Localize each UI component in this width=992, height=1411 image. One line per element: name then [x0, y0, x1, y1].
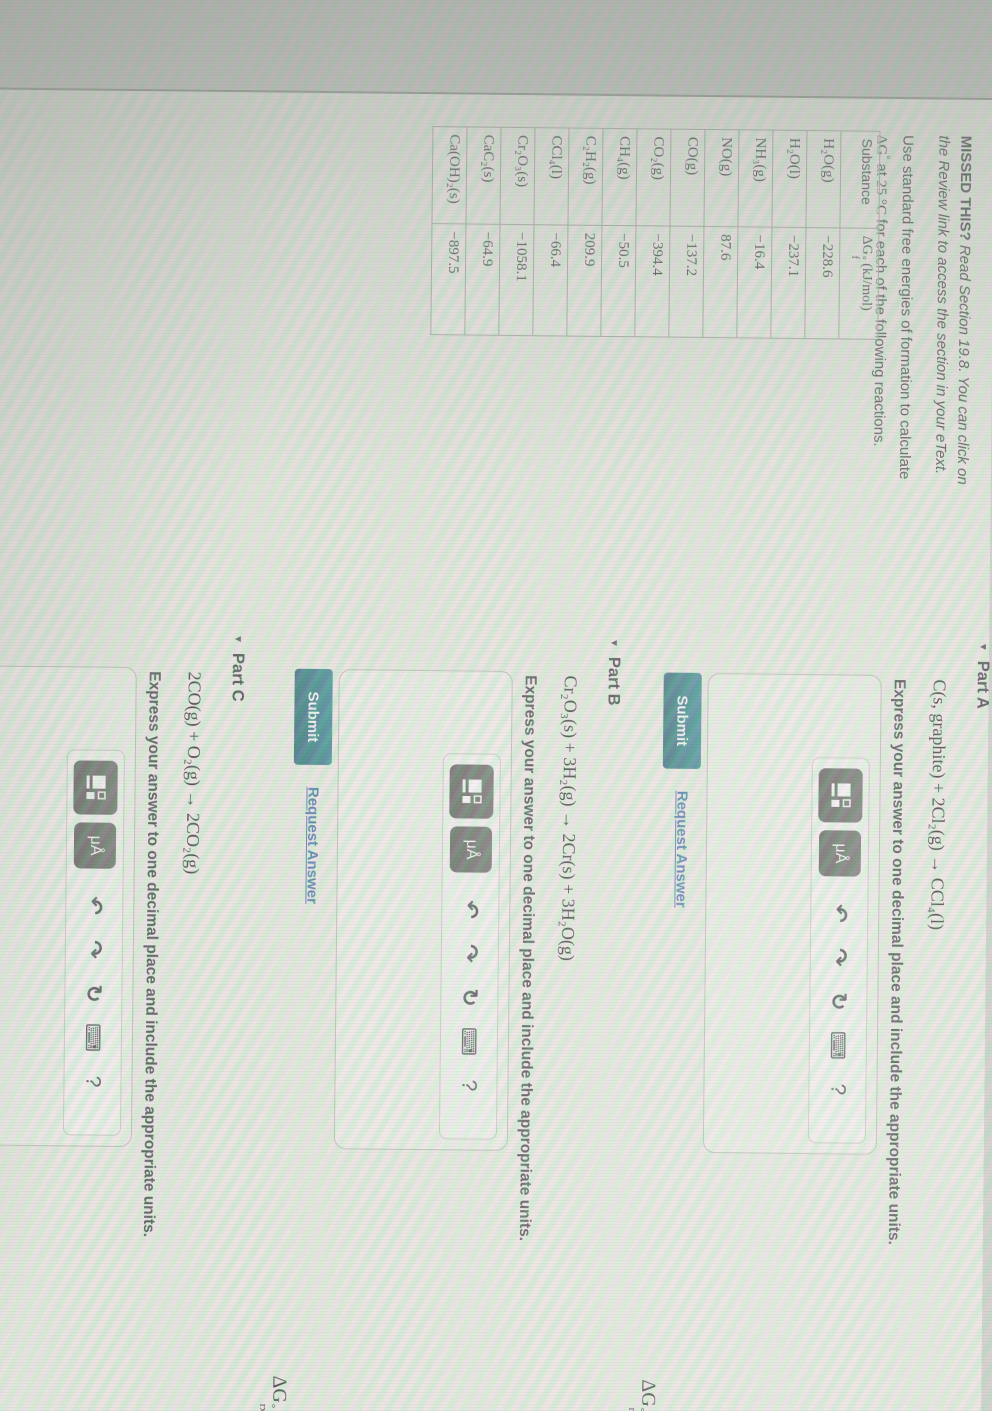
table-row: CO(g) −137.2: [668, 129, 705, 338]
part-a-header[interactable]: ▼ Part A: [972, 642, 992, 709]
table-row: Ca(OH)₂(s) −897.5: [430, 126, 467, 335]
part-label: Part C: [228, 652, 247, 702]
part-c-header[interactable]: ▼ Part C: [227, 634, 247, 702]
answer-module: μÅ ↶ ↷ ↻ ⌨ ? ΔG°rxn = Value Units .: [0, 665, 137, 1148]
instruction-line1: Use standard free energies of formation …: [895, 134, 917, 480]
table-row: Cr₂O₃(s) −1058.1: [498, 127, 535, 336]
answer-toolbar: μÅ ↶ ↷ ↻ ⌨ ?: [62, 749, 125, 1136]
part-label: Part A: [973, 660, 992, 709]
missed-this-paragraph: MISSED THIS? Read Section 19.8. You can …: [928, 135, 977, 605]
undo-icon[interactable]: ↶: [458, 900, 484, 919]
table-row: NO(g) 87.6: [702, 129, 739, 338]
units-button[interactable]: μÅ: [73, 822, 117, 869]
collapse-triangle-icon[interactable]: ▼: [232, 634, 244, 645]
redo-icon[interactable]: ↷: [457, 944, 483, 963]
answer-toolbar: μÅ ↶ ↷ ↻ ⌨ ?: [438, 753, 501, 1140]
collapse-triangle-icon[interactable]: ▼: [608, 637, 620, 648]
table-row: CO₂(g) −394.4: [634, 128, 671, 338]
keyboard-icon[interactable]: ⌨: [826, 1030, 849, 1060]
reaction-equation: 2CO(g) + O₂(g) → 2CO₂(g): [182, 671, 205, 875]
reaction-equation: Cr₂O₃(s) + 3H₂(g) → 2Cr(s) + 3H₂O(g): [557, 675, 581, 962]
answer-row: ΔG°rxn = Value Units .: [615, 1379, 669, 1411]
table-row: H₂O(l) −237.1: [770, 130, 807, 339]
math-templates-button[interactable]: [73, 760, 118, 815]
missed-this-text-line2: the Review link to access the section in…: [931, 135, 953, 475]
reset-icon[interactable]: ↻: [826, 992, 852, 1011]
submit-button[interactable]: Submit: [662, 672, 702, 769]
reset-icon[interactable]: ↻: [81, 984, 107, 1003]
math-templates-icon: [831, 783, 851, 808]
answer-module: μÅ ↶ ↷ ↻ ⌨ ? ΔG°rxn = Value Units .: [626, 673, 882, 1411]
answer-module: μÅ ↶ ↷ ↻ ⌨ ? ΔG°rxn = Value Units .: [257, 669, 513, 1411]
math-templates-button[interactable]: [818, 768, 863, 823]
submit-button[interactable]: Submit: [293, 668, 333, 766]
part-b-section: ▼ Part B Cr₂O₃(s) + 3H₂(g) → 2Cr(s) + 3H₂…: [257, 0, 632, 1411]
dgf-column-header: ΔG ° f (kJ/mol): [838, 227, 879, 340]
missed-this-text-line1: Read Section 19.8. You can click on: [953, 244, 974, 485]
request-answer-link[interactable]: Request Answer: [672, 790, 691, 908]
part-b-header[interactable]: ▼ Part B: [603, 638, 623, 706]
express-instruction: Express your answer to one decimal place…: [884, 678, 908, 1245]
express-instruction: Express your answer to one decimal place…: [515, 675, 539, 1242]
table-row: C₂H₂(g) 209.9: [566, 128, 603, 337]
table-row: CaC₂(s) −64.9: [464, 126, 501, 336]
undo-icon[interactable]: ↶: [82, 896, 108, 915]
answer-row: ΔG°rxn = Value Units .: [246, 1375, 300, 1411]
part-c-section: ▼ Part C 2CO(g) + O₂(g) → 2CO₂(g) Express…: [0, 0, 256, 1411]
missed-this-label: MISSED THIS?: [956, 135, 975, 241]
math-templates-icon: [86, 775, 106, 800]
dg-rxn-label: ΔG°rxn =: [257, 1375, 291, 1411]
units-button[interactable]: μÅ: [449, 826, 493, 873]
math-templates-button[interactable]: [449, 764, 494, 819]
table-row: NH₃(g) −16.4: [736, 129, 773, 339]
request-answer-link[interactable]: Request Answer: [303, 786, 322, 904]
answer-toolbar: μÅ ↶ ↷ ↻ ⌨ ?: [807, 757, 870, 1144]
undo-icon[interactable]: ↶: [827, 904, 853, 923]
table-row: CCl₄(l) −66.4: [532, 127, 569, 337]
reaction-equation: C(s, graphite) + 2Cl₂(g) → CCl₄(l): [927, 679, 950, 931]
math-templates-icon: [462, 779, 482, 804]
redo-icon[interactable]: ↷: [826, 948, 852, 967]
dg-rxn-label: ΔG°rxn =: [626, 1379, 660, 1411]
help-icon[interactable]: ?: [81, 1075, 105, 1088]
page-left-margin: [0, 0, 992, 100]
help-icon[interactable]: ?: [826, 1083, 850, 1096]
units-button[interactable]: μÅ: [818, 830, 862, 877]
part-label: Part B: [604, 656, 623, 706]
help-icon[interactable]: ?: [457, 1079, 481, 1092]
substance-column-header: Substance: [839, 130, 880, 229]
keyboard-icon[interactable]: ⌨: [457, 1026, 480, 1057]
part-a-section: ▼ Part A C(s, graphite) + 2Cl₂(g) → CCl₄(…: [626, 0, 992, 1411]
redo-icon[interactable]: ↷: [81, 940, 107, 959]
keyboard-icon[interactable]: ⌨: [81, 1023, 104, 1053]
collapse-triangle-icon[interactable]: ▼: [977, 641, 989, 652]
table-row: H₂O(g) −228.6: [804, 130, 841, 339]
free-energy-table: Substance ΔG ° f (kJ/mol) H₂O(g) −228.6 H₂O…: [430, 126, 881, 340]
express-instruction: Express your answer to one decimal place…: [139, 671, 163, 1238]
reset-icon[interactable]: ↻: [457, 988, 483, 1007]
table-row: CH₄(g) −50.5: [600, 128, 637, 337]
table-header-row: Substance ΔG ° f (kJ/mol): [838, 130, 880, 340]
